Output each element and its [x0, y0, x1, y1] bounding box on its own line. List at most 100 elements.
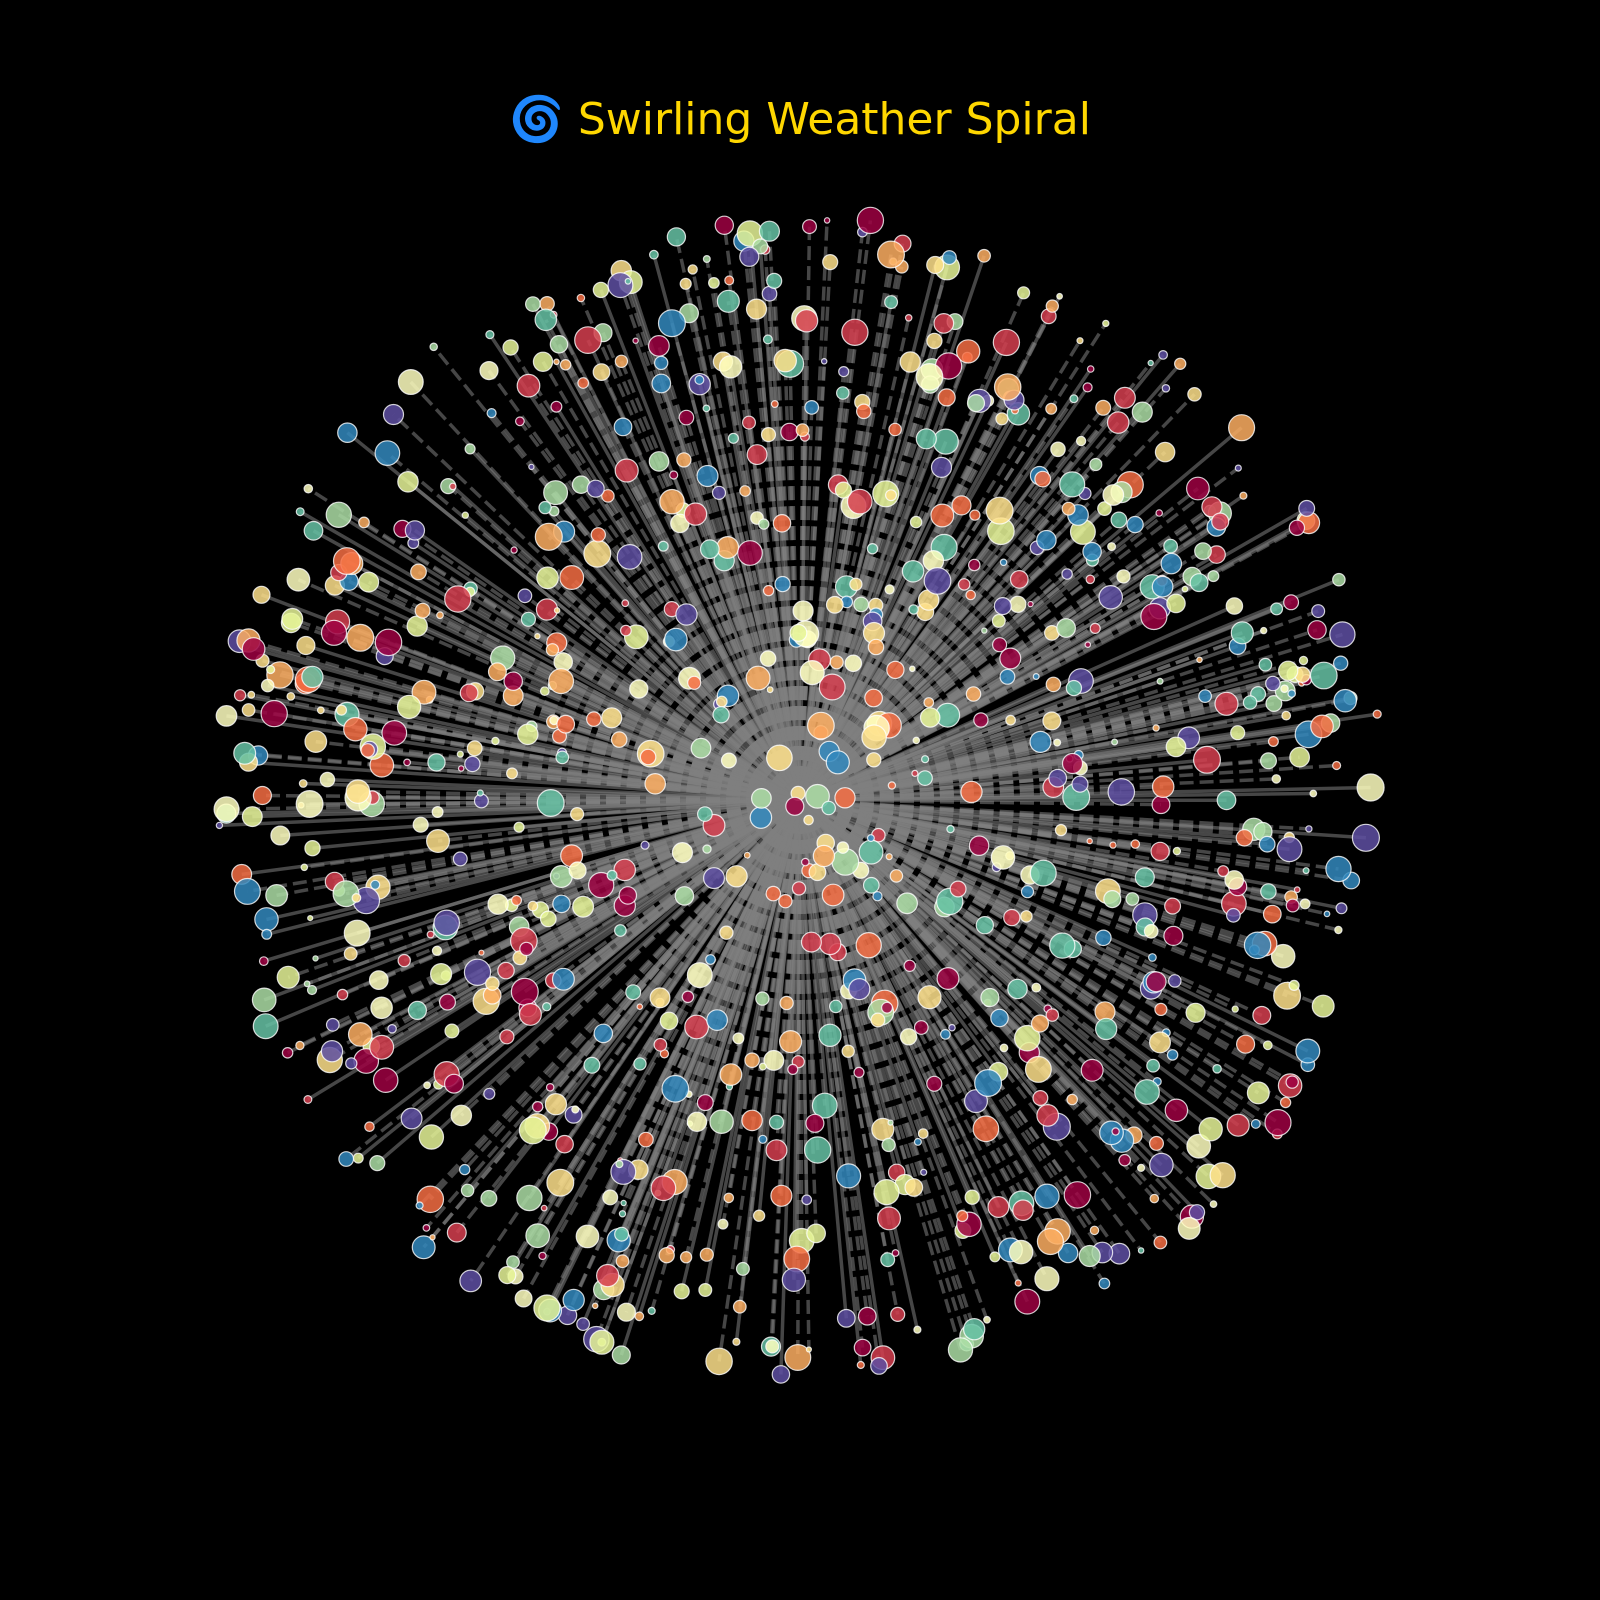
data-point: [415, 1201, 424, 1210]
data-point: [387, 1024, 397, 1034]
data-point: [1034, 1183, 1060, 1209]
data-point: [1309, 789, 1318, 798]
data-point: [352, 1152, 364, 1164]
data-point: [519, 941, 534, 957]
data-point: [296, 635, 316, 656]
data-point: [397, 369, 424, 396]
data-point: [991, 637, 1008, 653]
data-point: [762, 584, 775, 597]
data-point: [1161, 383, 1171, 393]
data-point: [724, 275, 735, 286]
data-point: [886, 660, 905, 680]
connector-line: [531, 798, 802, 1132]
data-point: [812, 844, 836, 868]
data-point: [1116, 569, 1131, 584]
data-point: [716, 289, 740, 313]
connector-line: [334, 798, 801, 884]
data-point: [1299, 898, 1311, 910]
data-point: [1005, 714, 1016, 726]
data-point: [686, 1111, 708, 1133]
data-point: [1030, 1014, 1050, 1033]
data-point: [1288, 519, 1306, 537]
connector-line: [798, 798, 1279, 1136]
data-point: [426, 828, 451, 853]
data-point: [215, 821, 224, 830]
data-point: [765, 885, 782, 902]
data-point: [765, 1339, 780, 1354]
data-point: [1334, 925, 1343, 935]
connector-line: [798, 292, 1026, 801]
connector-line: [798, 799, 881, 1367]
data-point: [926, 332, 943, 350]
data-point: [926, 1075, 943, 1092]
data-point: [803, 814, 814, 826]
data-point: [499, 1029, 515, 1045]
data-point: [841, 318, 869, 346]
data-point: [620, 1199, 627, 1207]
data-point: [1156, 677, 1164, 685]
data-point: [1166, 593, 1186, 614]
connector-line: [798, 799, 990, 1084]
data-point: [414, 602, 431, 619]
data-point: [241, 806, 263, 828]
data-point: [920, 1168, 928, 1176]
connector-line: [554, 405, 802, 801]
data-point: [801, 219, 817, 235]
data-point: [444, 1073, 465, 1094]
data-point: [648, 451, 670, 472]
connector-line: [705, 258, 802, 801]
data-point: [459, 1269, 483, 1293]
data-point: [514, 1289, 533, 1308]
data-point: [773, 348, 797, 373]
connector-line: [799, 798, 1224, 873]
data-point: [896, 892, 918, 915]
data-point: [981, 627, 988, 634]
connector-line: [430, 798, 802, 1139]
data-point: [675, 603, 698, 626]
data-point: [601, 489, 615, 503]
data-point: [915, 428, 937, 450]
data-point: [967, 558, 981, 572]
data-point: [555, 1134, 574, 1154]
data-point: [975, 916, 995, 935]
data-point: [947, 1337, 974, 1363]
data-point: [960, 780, 983, 804]
data-point: [1071, 775, 1089, 793]
data-point: [755, 991, 770, 1006]
data-point: [430, 962, 453, 986]
data-point: [1230, 621, 1254, 645]
connector-line: [799, 798, 1287, 1104]
data-point: [1137, 1247, 1145, 1254]
data-point: [758, 1062, 767, 1071]
connector-line: [556, 609, 802, 802]
data-point: [396, 694, 422, 720]
data-point: [1246, 1081, 1270, 1105]
data-point: [1085, 574, 1096, 585]
data-point: [948, 1023, 956, 1032]
data-point: [647, 1306, 656, 1316]
data-point: [666, 227, 687, 247]
connector-line: [717, 799, 802, 1362]
data-point: [732, 1337, 741, 1346]
data-point: [709, 1109, 734, 1134]
data-point: [825, 750, 850, 775]
data-point: [1165, 736, 1187, 758]
data-point: [1214, 691, 1239, 716]
data-point: [792, 600, 814, 622]
data-point: [233, 689, 247, 702]
connector-line: [705, 799, 802, 1256]
data-point: [650, 1175, 677, 1202]
data-point: [1095, 399, 1112, 416]
data-point: [588, 871, 615, 899]
data-point: [335, 704, 348, 716]
data-point: [497, 961, 515, 980]
data-point: [397, 953, 411, 968]
data-point: [615, 1254, 630, 1269]
data-point: [712, 706, 730, 724]
data-point: [527, 900, 539, 912]
data-point: [770, 400, 779, 409]
data-point: [664, 627, 688, 652]
data-point: [416, 1185, 445, 1214]
data-point: [1224, 870, 1245, 890]
data-point: [552, 894, 571, 914]
